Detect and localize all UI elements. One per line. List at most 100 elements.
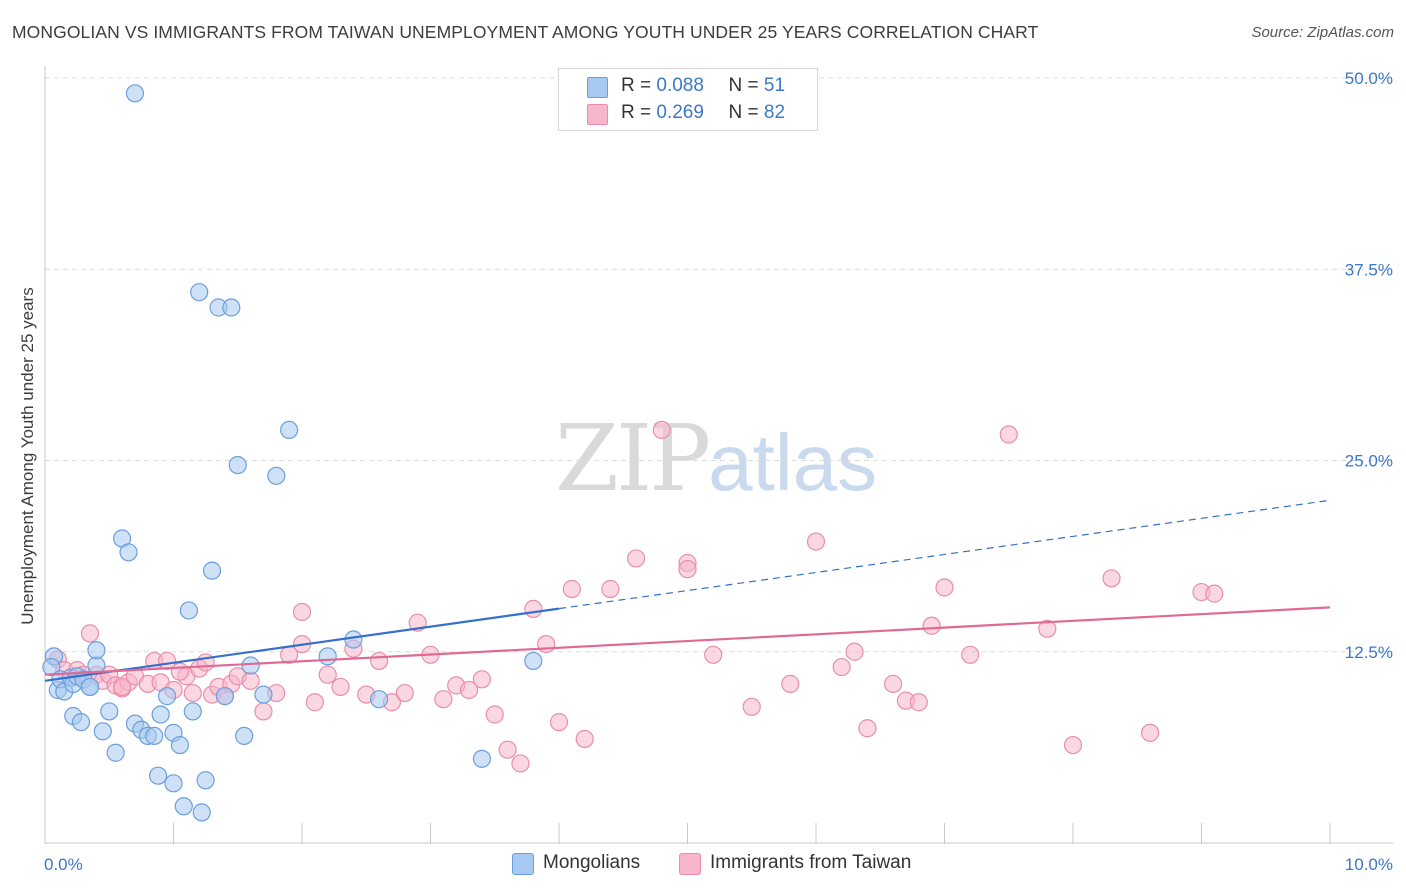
- data-point-taiwan: [961, 645, 980, 664]
- data-point-taiwan: [459, 680, 479, 700]
- data-point-mongolians: [148, 766, 168, 785]
- data-point-mongolians: [164, 774, 183, 793]
- axis-layer: [44, 66, 1393, 844]
- data-point-taiwan: [1063, 735, 1083, 755]
- data-point-mongolians: [472, 749, 491, 768]
- data-point-taiwan: [601, 579, 620, 599]
- data-point-mongolians: [370, 690, 389, 709]
- bottom-legend-label: Immigrants from Taiwan: [710, 852, 912, 873]
- y-tick-label: 50.0%: [1345, 69, 1393, 88]
- data-point-mongolians: [202, 561, 222, 580]
- legend-swatch-taiwan: [587, 104, 608, 125]
- data-point-mongolians: [215, 687, 234, 706]
- data-point-taiwan: [318, 665, 337, 684]
- data-point-mongolians: [280, 420, 299, 439]
- data-point-taiwan: [1038, 619, 1057, 638]
- data-point-mongolians: [174, 797, 193, 816]
- data-point-mongolians: [145, 726, 164, 746]
- data-point-taiwan: [537, 634, 556, 654]
- data-point-mongolians: [254, 685, 273, 704]
- data-point-taiwan: [781, 674, 800, 693]
- data-point-taiwan: [370, 651, 389, 671]
- trend-layer: [44, 499, 1331, 682]
- data-point-mongolians: [179, 601, 199, 620]
- x-tick-label-min: 0.0%: [44, 855, 83, 874]
- data-point-taiwan: [472, 670, 491, 689]
- legend-swatch-mongolians: [587, 77, 608, 98]
- legend-r-value: 0.088: [656, 75, 704, 96]
- data-point-taiwan: [80, 624, 100, 643]
- data-point-taiwan: [678, 560, 697, 579]
- y-tick-label: 25.0%: [1345, 452, 1393, 471]
- data-point-taiwan: [883, 674, 903, 693]
- x-tick-label-max: 10.0%: [1345, 855, 1393, 874]
- legend-n-label: N =: [728, 75, 759, 96]
- watermark-zip: ZIP: [555, 405, 711, 512]
- data-point-mongolians: [87, 641, 106, 660]
- data-point-taiwan: [170, 662, 190, 681]
- data-point-taiwan: [909, 693, 928, 712]
- data-point-taiwan: [1102, 569, 1121, 588]
- data-point-mongolians: [241, 656, 260, 675]
- data-point-taiwan: [1205, 584, 1224, 603]
- data-point-taiwan: [395, 683, 414, 703]
- legend-r-label: R =: [621, 75, 652, 96]
- watermark: ZIPatlas: [555, 405, 877, 512]
- data-point-mongolians: [318, 647, 337, 666]
- data-point-taiwan: [183, 683, 202, 703]
- data-point-taiwan: [524, 599, 543, 619]
- data-point-taiwan: [292, 602, 312, 622]
- trendline-mongolians: [44, 607, 560, 682]
- data-point-mongolians: [196, 771, 215, 790]
- series-mongolians-points: [42, 84, 543, 822]
- data-point-taiwan: [549, 713, 569, 732]
- data-point-mongolians: [125, 84, 145, 103]
- trendline-mongolians-projection: [558, 499, 1331, 610]
- data-point-taiwan: [254, 702, 273, 721]
- chart-title: MONGOLIAN VS IMMIGRANTS FROM TAIWAN UNEM…: [12, 22, 1039, 42]
- data-point-mongolians: [228, 455, 247, 475]
- data-point-taiwan: [575, 729, 594, 749]
- data-point-taiwan: [832, 657, 851, 677]
- series-taiwan-points: [48, 420, 1224, 773]
- y-tick-label: 12.5%: [1345, 643, 1393, 662]
- bottom-legend-swatch-mongolians: [512, 853, 534, 875]
- data-point-mongolians: [222, 298, 241, 317]
- bottom-legend-swatch-taiwan: [679, 853, 701, 875]
- data-point-mongolians: [170, 735, 190, 755]
- data-point-mongolians: [119, 543, 138, 562]
- data-point-mongolians: [106, 743, 125, 762]
- data-point-taiwan: [511, 754, 530, 773]
- data-point-taiwan: [626, 549, 646, 568]
- data-point-taiwan: [562, 579, 581, 599]
- data-point-taiwan: [704, 645, 723, 664]
- data-point-mongolians: [93, 722, 112, 741]
- source-credit: Source: ZipAtlas.com: [1251, 24, 1394, 41]
- data-point-taiwan: [935, 578, 954, 597]
- data-point-mongolians: [42, 657, 61, 677]
- data-point-mongolians: [183, 702, 202, 721]
- legend-n-label: N =: [728, 102, 759, 123]
- data-point-taiwan: [1140, 723, 1160, 742]
- y-tick-label: 37.5%: [1345, 260, 1393, 279]
- data-point-mongolians: [192, 803, 211, 822]
- trendline-taiwan: [44, 606, 1331, 676]
- data-point-mongolians: [235, 726, 254, 746]
- data-point-taiwan: [305, 693, 324, 712]
- legend-r-label: R =: [621, 102, 652, 123]
- data-point-taiwan: [112, 677, 132, 697]
- correlation-legend: R = 0.088 N = 51 R = 0.269 N = 82: [558, 68, 818, 131]
- data-point-taiwan: [241, 671, 260, 690]
- watermark-atlas: atlas: [708, 418, 878, 507]
- data-point-mongolians: [344, 630, 363, 649]
- data-point-mongolians: [157, 687, 177, 706]
- legend-r-value: 0.269: [656, 102, 704, 123]
- legend-n-value: 51: [763, 75, 786, 96]
- data-point-mongolians: [151, 705, 170, 724]
- data-point-mongolians: [267, 466, 286, 485]
- data-point-taiwan: [922, 616, 941, 635]
- data-point-taiwan: [806, 532, 826, 551]
- data-point-mongolians: [71, 713, 91, 732]
- data-point-taiwan: [331, 677, 350, 697]
